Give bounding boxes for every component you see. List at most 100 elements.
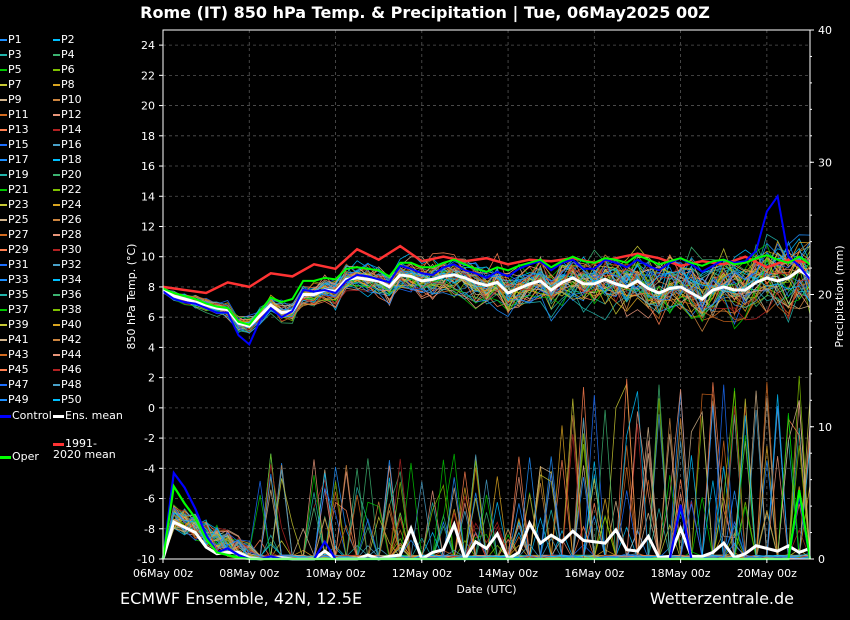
legend-swatch <box>0 144 7 146</box>
legend-swatch <box>53 442 64 446</box>
member-precip-line-p40 <box>162 425 811 560</box>
y-tick-label: -10 <box>137 553 155 566</box>
legend-label: P5 <box>8 63 22 76</box>
legend-label: P22 <box>61 183 82 196</box>
y-tick-label: 14 <box>141 190 155 203</box>
legend-swatch <box>53 114 60 116</box>
legend-item-p5: P5 <box>0 64 22 75</box>
legend-item-p15: P15 <box>0 139 29 150</box>
member-precip-line-p32 <box>162 414 811 560</box>
y-axis-label: 850 hPa Temp. (°C) <box>125 244 138 350</box>
legend-swatch <box>0 279 7 281</box>
legend-item-p22: P22 <box>53 184 82 195</box>
legend-item-p47: P47 <box>0 379 29 390</box>
y-tick-label: 20 <box>141 100 155 113</box>
legend-item-p21: P21 <box>0 184 29 195</box>
legend-label: Oper <box>12 450 39 463</box>
legend-label: P37 <box>8 303 29 316</box>
legend-swatch <box>0 129 7 131</box>
member-precip-line-p1 <box>162 391 811 560</box>
legend-label: P33 <box>8 273 29 286</box>
legend-swatch <box>53 159 60 161</box>
member-precip-line-p25 <box>162 410 811 560</box>
legend-label: P19 <box>8 168 29 181</box>
legend-label: P20 <box>61 168 82 181</box>
member-precip-line-p28 <box>162 388 811 560</box>
y-tick-label: 10 <box>141 251 155 264</box>
legend-swatch <box>0 189 7 191</box>
legend-item-p43: P43 <box>0 349 29 360</box>
y2-tick-label: 30 <box>818 156 832 169</box>
legend-swatch <box>53 69 60 71</box>
legend-swatch <box>53 129 60 131</box>
y-tick-label: -4 <box>144 462 155 475</box>
legend-label: Control <box>12 409 52 422</box>
legend-item-p25: P25 <box>0 214 29 225</box>
y-tick-label: 2 <box>148 372 155 385</box>
member-precip-line-p37 <box>162 412 811 560</box>
legend-item-p35: P35 <box>0 289 29 300</box>
legend-swatch <box>53 204 60 206</box>
member-temp-line-p49 <box>162 242 811 334</box>
legend-swatch <box>0 114 7 116</box>
legend-item-p38: P38 <box>53 304 82 315</box>
legend-label: P10 <box>61 93 82 106</box>
legend-label: P16 <box>61 138 82 151</box>
legend-label: P6 <box>61 63 75 76</box>
legend-label: P34 <box>61 273 82 286</box>
legend-swatch <box>53 399 60 401</box>
member-temp-line-p40 <box>162 240 811 324</box>
legend-label: P36 <box>61 288 82 301</box>
legend-label: P18 <box>61 153 82 166</box>
legend-label: P2 <box>61 33 75 46</box>
y-tick-label: 8 <box>148 281 155 294</box>
legend-label: P17 <box>8 153 29 166</box>
y-tick-label: 16 <box>141 160 155 173</box>
x-tick-label: 08May 00z <box>219 567 279 580</box>
legend-item-p26: P26 <box>53 214 82 225</box>
legend-item-p19: P19 <box>0 169 29 180</box>
chart-title: Rome (IT) 850 hPa Temp. & Precipitation … <box>140 3 710 22</box>
legend-label: P26 <box>61 213 82 226</box>
legend-swatch <box>53 219 60 221</box>
legend-label: P46 <box>61 363 82 376</box>
y2-tick-label: 0 <box>818 553 825 566</box>
legend-label: P23 <box>8 198 29 211</box>
legend-label: Ens. mean <box>65 409 123 422</box>
member-precip-line-p48 <box>162 417 811 560</box>
legend-label: P27 <box>8 228 29 241</box>
legend-item-p13: P13 <box>0 124 29 135</box>
legend-item-p10: P10 <box>53 94 82 105</box>
legend-item-p9: P9 <box>0 94 22 105</box>
member-precip-line-p17 <box>162 460 811 560</box>
member-precip-line-p16 <box>162 409 811 560</box>
member-precip-line-p3 <box>162 427 811 560</box>
legend-label: P28 <box>61 228 82 241</box>
legend-item-p36: P36 <box>53 289 82 300</box>
legend-swatch <box>0 99 7 101</box>
member-precip-line-p35 <box>162 414 811 560</box>
legend-swatch <box>53 144 60 146</box>
legend-item-oper: Oper <box>0 451 39 462</box>
legend-item-p8: P8 <box>53 79 75 90</box>
member-precip-line-p26 <box>162 415 810 560</box>
legend-swatch <box>53 234 60 236</box>
y2-tick-label: 20 <box>818 289 832 302</box>
legend-label: P11 <box>8 108 29 121</box>
legend-item-control: Control <box>0 410 52 421</box>
legend-swatch <box>53 84 60 86</box>
x-tick-label: 18May 00z <box>651 567 711 580</box>
y-tick-label: 18 <box>141 130 155 143</box>
legend-item-p16: P16 <box>53 139 82 150</box>
legend-swatch <box>0 339 7 341</box>
legend-item-p1: P1 <box>0 34 22 45</box>
legend-swatch <box>0 294 7 296</box>
legend-item-p7: P7 <box>0 79 22 90</box>
legend-item-p27: P27 <box>0 229 29 240</box>
y-tick-label: 24 <box>141 39 155 52</box>
legend-item-p46: P46 <box>53 364 82 375</box>
legend-label: P3 <box>8 48 22 61</box>
legend-item-p28: P28 <box>53 229 82 240</box>
precip-line-ens-mean <box>161 519 811 563</box>
